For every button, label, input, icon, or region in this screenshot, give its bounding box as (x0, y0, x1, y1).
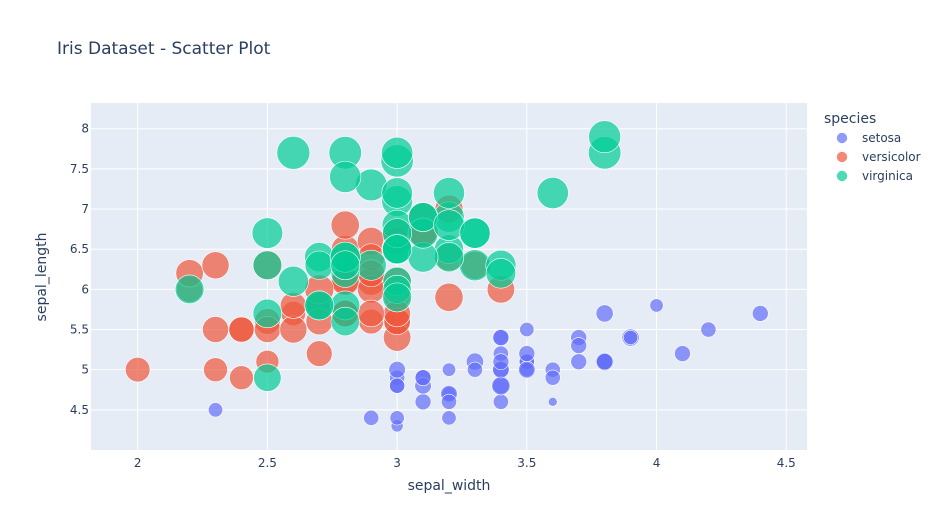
y-axis-ticks: 4.5 5 5.5 6 6.5 7 7.5 8 (70, 122, 89, 417)
legend: species setosa versicolor virginica (824, 111, 921, 183)
y-tick-label: 7 (81, 202, 89, 216)
point-setosa (674, 345, 691, 362)
point-versicolor (202, 316, 229, 343)
point-setosa (441, 410, 457, 426)
point-versicolor (201, 251, 230, 280)
point-virginica (459, 217, 491, 249)
point-setosa (414, 393, 432, 411)
x-tick-label: 2.5 (258, 456, 277, 470)
point-virginica (485, 258, 517, 289)
point-versicolor (229, 365, 254, 391)
point-virginica (252, 298, 283, 329)
point-setosa (441, 393, 457, 410)
point-setosa (414, 369, 432, 387)
point-virginica (381, 177, 413, 209)
point-setosa (441, 362, 457, 377)
point-virginica (329, 160, 362, 193)
x-axis-ticks: 2 2.5 3 3.5 4 4.5 (134, 456, 796, 470)
point-versicolor (306, 340, 333, 367)
series-setosa (208, 298, 769, 433)
point-virginica (408, 202, 438, 232)
y-tick-label: 6.5 (70, 242, 89, 256)
point-setosa (596, 353, 614, 371)
point-setosa (467, 361, 483, 378)
point-setosa (570, 353, 588, 370)
point-virginica (174, 274, 205, 305)
point-setosa (518, 345, 536, 362)
point-virginica (355, 249, 387, 281)
y-tick-label: 6 (81, 282, 89, 296)
point-setosa (491, 376, 511, 396)
point-versicolor (279, 315, 308, 344)
point-virginica (277, 265, 309, 297)
point-setosa (649, 298, 664, 313)
legend-marker-setosa (836, 132, 848, 144)
point-virginica (330, 306, 360, 337)
point-setosa (595, 304, 614, 323)
x-tick-label: 3 (393, 456, 401, 470)
point-setosa (389, 410, 405, 426)
y-tick-label: 7.5 (70, 162, 89, 176)
point-virginica (330, 250, 361, 281)
x-tick-label: 4.5 (777, 456, 796, 470)
point-virginica (588, 120, 621, 154)
legend-marker-versicolor (836, 151, 848, 163)
point-setosa (752, 305, 769, 322)
point-setosa (623, 330, 639, 346)
point-versicolor (125, 357, 151, 383)
legend-item-setosa[interactable]: setosa (836, 131, 902, 145)
point-setosa (389, 377, 406, 394)
legend-marker-virginica (836, 170, 848, 182)
x-tick-label: 3.5 (517, 456, 536, 470)
point-virginica (276, 136, 311, 170)
point-virginica (382, 282, 412, 313)
point-virginica (253, 363, 282, 392)
y-tick-label: 5 (81, 363, 89, 377)
point-setosa (544, 369, 561, 386)
legend-item-versicolor[interactable]: versicolor (836, 150, 921, 164)
point-setosa (492, 393, 509, 410)
point-setosa (363, 409, 380, 426)
x-tick-label: 4 (653, 456, 661, 470)
legend-item-virginica[interactable]: virginica (836, 169, 914, 183)
point-versicolor (434, 282, 464, 312)
point-setosa (570, 337, 588, 354)
point-setosa (492, 329, 510, 346)
point-virginica (252, 250, 283, 280)
point-versicolor (228, 316, 255, 343)
x-tick-label: 2 (134, 456, 142, 470)
point-virginica (304, 290, 335, 321)
point-virginica (381, 136, 414, 169)
point-versicolor (203, 357, 228, 382)
point-virginica (304, 250, 334, 280)
data-points (125, 120, 769, 433)
y-tick-label: 8 (81, 122, 89, 136)
point-virginica (433, 177, 465, 209)
point-setosa (388, 361, 406, 379)
x-axis-title: sepal_width (408, 478, 491, 494)
chart-title: Iris Dataset - Scatter Plot (57, 39, 271, 59)
point-virginica (382, 234, 413, 265)
point-setosa (700, 321, 717, 338)
point-setosa (547, 397, 558, 407)
series-virginica (174, 120, 622, 392)
point-versicolor (330, 210, 360, 240)
legend-label-virginica: virginica (862, 169, 913, 183)
point-versicolor (357, 299, 385, 328)
point-virginica (251, 217, 284, 249)
point-virginica (536, 177, 569, 209)
legend-title: species (824, 111, 876, 127)
point-setosa (518, 361, 536, 379)
y-tick-label: 4.5 (70, 403, 89, 417)
point-virginica (433, 242, 465, 273)
point-setosa (492, 353, 510, 370)
y-axis-title: sepal_length (34, 233, 50, 322)
point-setosa (519, 322, 535, 338)
y-tick-label: 5.5 (70, 323, 89, 337)
point-setosa (208, 402, 224, 418)
legend-label-setosa: setosa (862, 131, 901, 145)
legend-label-versicolor: versicolor (862, 150, 921, 164)
